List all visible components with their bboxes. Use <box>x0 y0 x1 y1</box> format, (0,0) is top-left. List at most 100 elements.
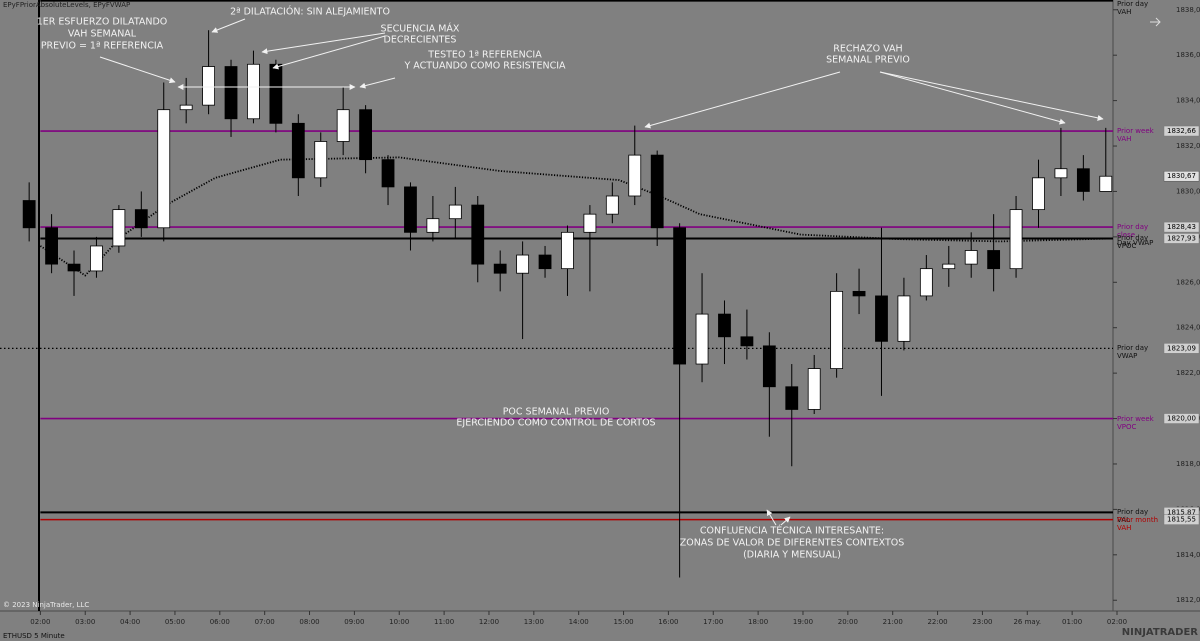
x-tick-label: 05:00 <box>165 618 185 626</box>
y-tick-label: 1814,00 <box>1176 551 1200 559</box>
price-label: 1832,66 <box>1167 127 1196 135</box>
x-tick-label: 04:00 <box>120 618 140 626</box>
arrow <box>879 71 1066 125</box>
candle-body <box>314 141 328 179</box>
x-tick-label: 11:00 <box>434 618 454 626</box>
candle-body <box>247 63 260 120</box>
price-box <box>1163 125 1200 137</box>
candle-body <box>202 66 215 106</box>
annotation: DECRECIENTES <box>384 35 457 46</box>
candle-body <box>90 245 103 272</box>
instrument: ETHUSD 5 Minute <box>3 632 65 640</box>
annotation: POC SEMANAL PREVIO <box>503 407 610 418</box>
candle-body <box>179 104 193 111</box>
annotation: (DIARIA Y MENSUAL) <box>743 550 841 561</box>
x-tick-label: 03:00 <box>75 618 95 626</box>
price-label: 1823,09 <box>1167 344 1196 352</box>
annotation: EJERCIENDO COMO CONTROL DE CORTOS <box>456 418 655 429</box>
candle-body <box>448 204 462 220</box>
candle-body <box>987 250 1001 270</box>
x-tick-label: 12:00 <box>479 618 499 626</box>
x-tick-label: 14:00 <box>569 618 589 626</box>
price-box <box>1163 343 1200 354</box>
x-tick-label: 19:00 <box>793 618 813 626</box>
annotation: 2ª DILATACIÓN: SIN ALEJAMIENTO <box>230 6 390 18</box>
annotation: Y ACTUANDO COMO RESISTENCIA <box>403 61 566 72</box>
y-tick-label: 1812,00 <box>1176 596 1200 604</box>
price-box <box>1163 413 1200 424</box>
annotation: SEMANAL PREVIO <box>826 55 910 66</box>
candle-body <box>516 254 530 274</box>
level-name: Prior day VAL <box>1117 508 1149 525</box>
x-tick-label: 10:00 <box>389 618 409 626</box>
brand: NINJATRADER <box>1122 627 1199 638</box>
candle-body <box>1009 209 1023 270</box>
candle-body <box>22 200 36 229</box>
price-box <box>1163 170 1200 182</box>
candle-body <box>875 295 888 342</box>
candle-body <box>381 159 395 188</box>
x-tick-label: 26 may. <box>1013 618 1041 626</box>
candle-body <box>45 227 58 265</box>
y-tick-label: 1818,00 <box>1176 460 1200 468</box>
x-tick-label: 09:00 <box>344 618 364 626</box>
level-name: Prior day VAH <box>1117 0 1149 16</box>
candle-body <box>561 231 574 270</box>
candle-body <box>538 254 552 270</box>
candle-body <box>493 263 507 274</box>
price-label: 1820,00 <box>1167 415 1196 423</box>
annotation: VAH SEMANAL <box>68 29 137 40</box>
annotation: RECHAZO VAH <box>833 44 902 55</box>
scroll-icon <box>1150 17 1161 27</box>
candle-body <box>1032 177 1045 211</box>
candle-body <box>807 368 821 410</box>
candle-body <box>1054 168 1068 179</box>
candle-body <box>830 290 844 369</box>
x-tick-label: 13:00 <box>524 618 544 626</box>
level-name: Prior week VPOC <box>1117 414 1154 431</box>
candle-body <box>1076 168 1090 192</box>
candle-body <box>336 109 350 142</box>
arrow <box>261 32 386 55</box>
x-tick-label: 15:00 <box>613 618 633 626</box>
candle-body <box>919 268 933 297</box>
annotation: TESTEO 1ª REFERENCIA <box>427 50 542 61</box>
candle-body <box>471 204 485 265</box>
annotation: ZONAS DE VALOR DE DIFERENTES CONTEXTOS <box>680 538 905 549</box>
arrow <box>644 71 841 129</box>
candle-body <box>291 122 305 179</box>
price-label: 1828,43 <box>1167 223 1196 231</box>
candle-body <box>964 250 978 265</box>
candle-body <box>605 195 619 215</box>
x-tick-label: 02:00 <box>1107 618 1127 626</box>
price-box <box>1163 233 1200 244</box>
candle-body <box>650 154 664 229</box>
y-tick-label: 1824,00 <box>1176 324 1200 332</box>
price-label: 1815,55 <box>1167 516 1196 524</box>
candle-body <box>1099 175 1113 192</box>
arrow <box>99 56 176 84</box>
x-tick-label: 20:00 <box>838 618 858 626</box>
level-name: Prior day VPOC <box>1117 234 1149 251</box>
x-tick-label: 06:00 <box>210 618 230 626</box>
candle-body <box>695 313 709 365</box>
candle-body <box>359 109 373 161</box>
candle-body <box>112 209 126 247</box>
candle-body <box>157 109 171 229</box>
x-tick-label: 02:00 <box>30 618 50 626</box>
x-tick-label: 01:00 <box>1062 618 1082 626</box>
x-tick-label: 22:00 <box>927 618 947 626</box>
candle-body <box>762 345 776 388</box>
candle-body <box>942 263 956 270</box>
arrow <box>766 509 777 526</box>
marks <box>0 0 1113 578</box>
candle-body <box>718 313 731 338</box>
arrow <box>879 71 1104 121</box>
candle-body <box>583 213 597 233</box>
copyright: © 2023 NinjaTrader, LLC <box>3 601 89 609</box>
y-tick-label: 1836,00 <box>1176 51 1200 59</box>
y-tick-label: 1832,00 <box>1176 142 1200 150</box>
arrow <box>211 18 246 33</box>
